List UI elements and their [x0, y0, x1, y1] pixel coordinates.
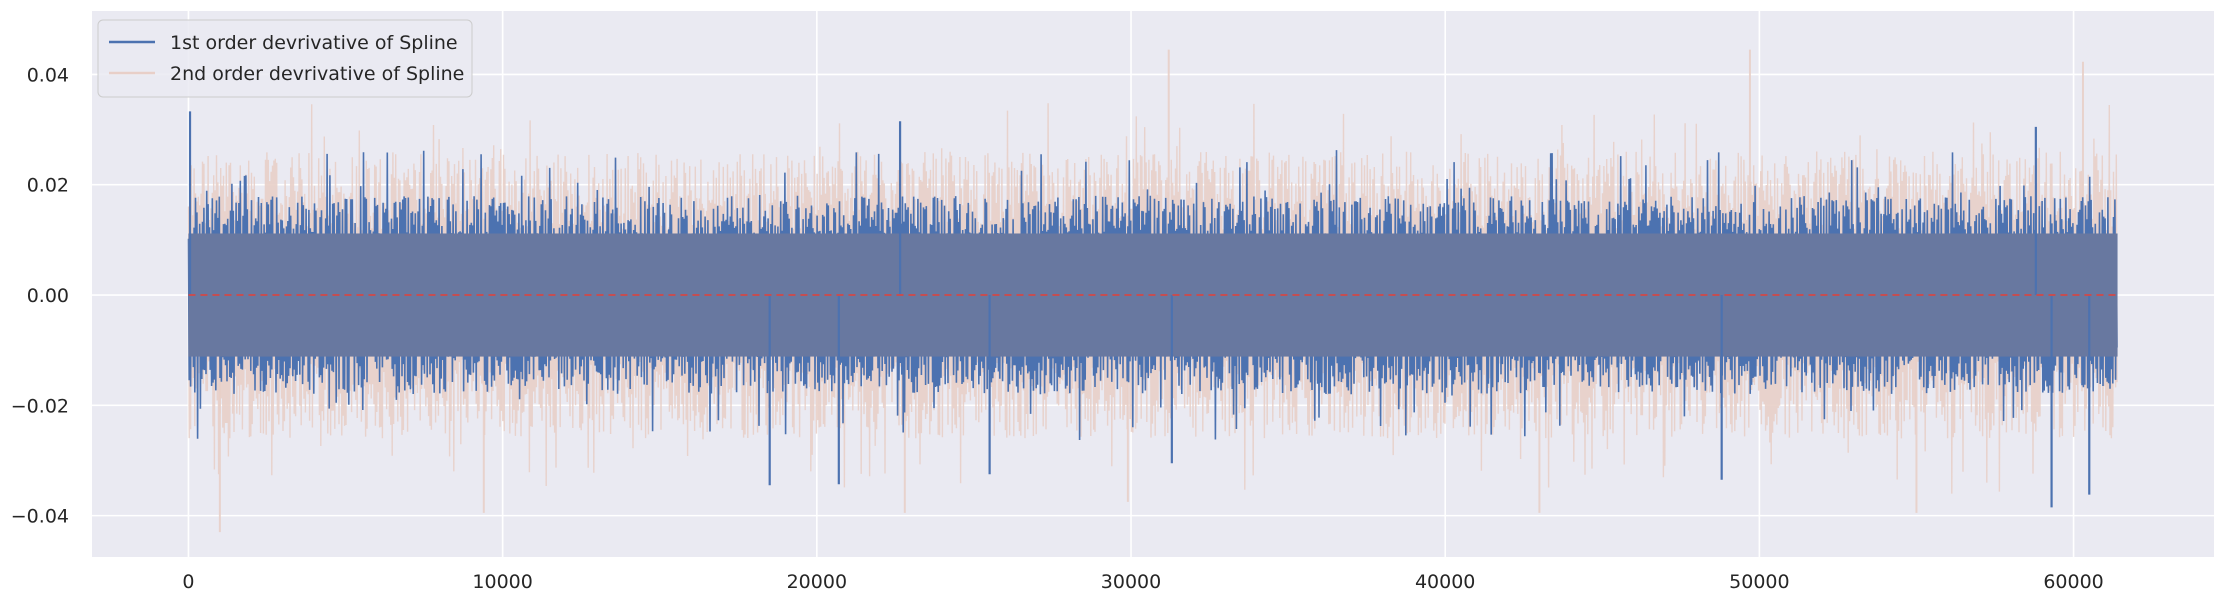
x-tick-label: 30000: [1101, 571, 1161, 593]
y-tick-label: −0.02: [11, 395, 69, 417]
x-tick-label: 50000: [1729, 571, 1789, 593]
y-tick-label: 0.04: [27, 64, 69, 86]
y-tick-label: −0.04: [11, 506, 69, 528]
legend-label-2nd-order: 2nd order devrivative of Spline: [170, 63, 464, 85]
x-tick-label: 0: [182, 571, 194, 593]
x-tick-label: 40000: [1415, 571, 1475, 593]
x-tick-label: 10000: [472, 571, 532, 593]
x-axis-ticks: 0 10000 20000 30000 40000 50000 60000: [182, 571, 2103, 593]
x-tick-label: 20000: [787, 571, 847, 593]
legend-label-1st-order: 1st order devrivative of Spline: [170, 32, 458, 54]
legend: 1st order devrivative of Spline 2nd orde…: [97, 19, 473, 98]
x-tick-label: 60000: [2043, 571, 2103, 593]
legend-box: [97, 19, 473, 98]
y-tick-label: 0.00: [27, 285, 69, 307]
y-axis-ticks: −0.04 −0.02 0.00 0.02 0.04: [11, 64, 69, 527]
y-tick-label: 0.02: [27, 175, 69, 197]
